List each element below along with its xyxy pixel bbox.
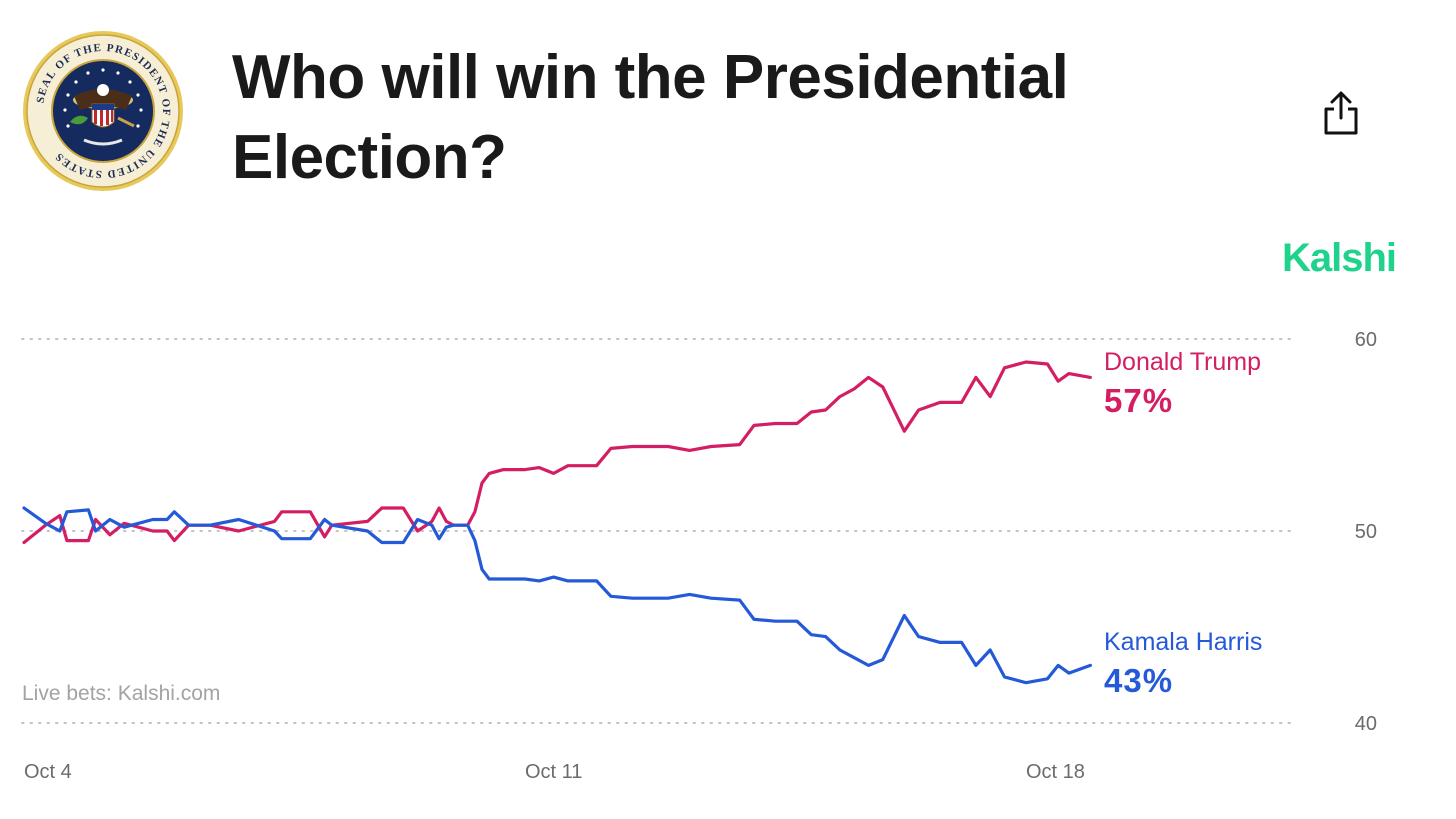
series-line-harris[interactable] bbox=[22, 506, 1092, 685]
y-tick-label: 50 bbox=[1355, 521, 1377, 543]
series-name: Donald Trump bbox=[1104, 348, 1261, 376]
y-tick-label: 60 bbox=[1355, 329, 1377, 351]
page-title: Who will win the Presidential Election? bbox=[232, 43, 1069, 192]
y-tick-label: 40 bbox=[1355, 713, 1377, 735]
presidential-seal-icon: SEAL OF THE PRESIDENT OF THE UNITED STAT… bbox=[23, 31, 183, 191]
series-line-trump[interactable] bbox=[22, 360, 1092, 545]
share-icon[interactable] bbox=[1320, 90, 1362, 136]
series-labels: Donald Trump 57% Kamala Harris 43% bbox=[1104, 348, 1262, 699]
x-tick-label: Oct 18 bbox=[1026, 761, 1085, 783]
series-lines bbox=[22, 360, 1092, 685]
series-value: 43% bbox=[1104, 662, 1173, 699]
series-value: 57% bbox=[1104, 382, 1173, 419]
x-tick-label: Oct 4 bbox=[24, 761, 72, 783]
y-axis-labels: 40 50 60 bbox=[1355, 329, 1377, 735]
x-tick-label: Oct 11 bbox=[525, 761, 582, 783]
source-label[interactable]: Live bets: Kalshi.com bbox=[22, 682, 220, 705]
price-chart: 40 50 60 Oct 4 Oct 11 Oct 18 Donald Trump 57%… bbox=[21, 329, 1377, 783]
series-name: Kamala Harris bbox=[1104, 628, 1262, 656]
x-axis-labels: Oct 4 Oct 11 Oct 18 bbox=[24, 761, 1085, 783]
kalshi-logo[interactable]: Kalshi bbox=[1281, 236, 1397, 280]
